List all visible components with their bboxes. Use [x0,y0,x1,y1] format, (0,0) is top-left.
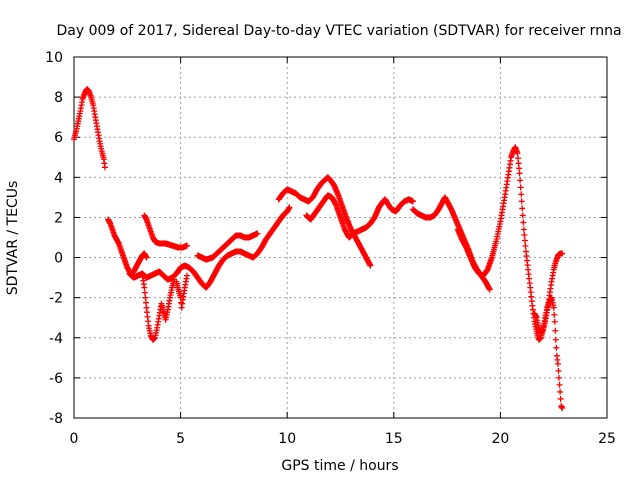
data-point [486,286,493,293]
data-point [552,327,559,334]
data-points [71,86,566,411]
y-tick-label: 6 [54,130,63,146]
data-point [367,262,374,269]
y-tick-labels: -8 -6 -4 -2 0 2 4 6 8 10 [45,50,63,427]
data-point [519,212,526,219]
data-point [522,243,529,250]
data-point [514,150,521,157]
y-tick-label: 2 [54,210,63,226]
x-tick-label: 25 [598,431,616,447]
y-tick-label: 10 [45,50,63,66]
x-tick-label: 20 [491,431,509,447]
series-arc-9 [303,192,416,241]
x-tick-label: 10 [278,431,296,447]
series-arc-4 [126,204,293,291]
chart-title: Day 009 of 2017, Sidereal Day-to-day VTE… [56,23,621,39]
data-point [519,205,526,212]
x-tick-label: 5 [176,431,185,447]
data-point [178,299,185,306]
series-arc-8 [275,174,374,269]
data-point [520,226,527,233]
axis-ticks [73,56,608,419]
data-point [559,250,566,257]
y-tick-label: -2 [49,291,63,307]
data-point [518,198,525,205]
series-arc-2 [105,216,150,277]
data-point [517,177,524,184]
y-tick-label: 4 [54,170,63,186]
data-point [142,299,149,306]
data-point [556,374,563,381]
data-point [557,395,564,402]
data-point [143,254,150,261]
data-point [515,160,522,167]
data-point [551,318,558,325]
data-point [514,155,521,162]
data-point [554,360,561,367]
data-point [516,165,523,172]
x-tick-label: 15 [385,431,403,447]
x-axis-label: GPS time / hours [281,458,398,474]
data-point [559,404,566,411]
data-point [516,170,523,177]
series-arc-6 [173,272,190,311]
data-point [518,191,525,198]
series-arc-1 [71,86,108,171]
data-point [141,289,148,296]
data-point [142,294,149,301]
data-point [517,184,524,191]
data-point [286,204,293,211]
data-point [101,164,108,171]
y-axis-label: SDTVAR / TECUs [5,181,21,296]
series-arc-12 [531,294,566,411]
data-point [557,388,564,395]
x-tick-labels: 0 5 10 15 20 25 [70,431,616,447]
data-point [521,237,528,244]
series-arc-3 [141,212,190,251]
y-tick-label: 0 [54,251,63,267]
series-arc-11 [454,144,566,343]
series-arc-7 [194,230,261,263]
y-tick-label: -8 [49,411,63,427]
data-point [183,242,190,249]
y-tick-label: -4 [49,331,63,347]
plot-frame [73,56,608,419]
y-tick-label: -6 [49,371,63,387]
data-point [141,284,148,291]
data-point [556,381,563,388]
data-point [553,344,560,351]
data-point [550,304,557,311]
data-point [555,367,562,374]
data-point [183,272,190,279]
data-point [409,198,416,205]
x-tick-label: 0 [70,431,79,447]
data-point [552,336,559,343]
y-tick-label: 8 [54,90,63,106]
data-point [520,219,527,226]
data-point [551,311,558,318]
data-point [254,230,261,237]
data-point [521,231,528,238]
